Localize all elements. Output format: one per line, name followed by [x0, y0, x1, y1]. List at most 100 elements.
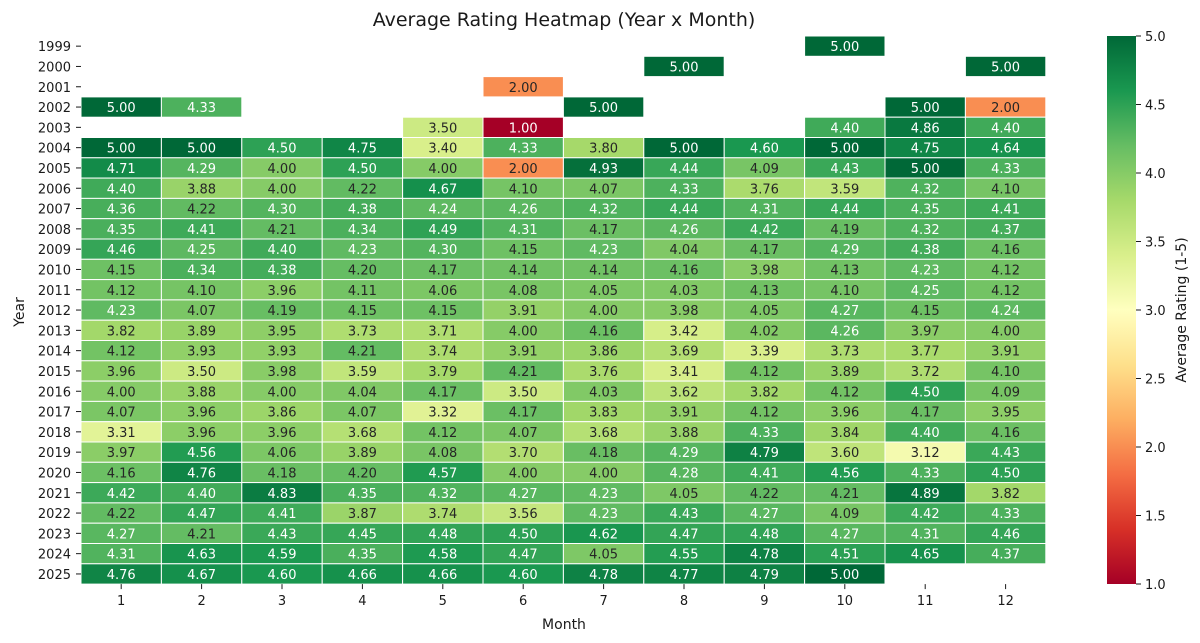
cell-value-label: 4.24 — [428, 203, 457, 218]
colorbar-tick-label: 4.0 — [1145, 167, 1166, 182]
cell-value-label: 4.60 — [509, 568, 538, 583]
colorbar-tick-label: 2.5 — [1145, 373, 1166, 388]
cell-value-label: 4.46 — [107, 243, 136, 258]
cell-value-label: 3.91 — [670, 406, 699, 421]
cell-value-label: 4.21 — [509, 365, 538, 380]
cell-value-label: 4.15 — [911, 304, 940, 319]
cell-value-label: 4.60 — [268, 568, 297, 583]
cell-value-label: 3.87 — [348, 507, 377, 522]
cell-value-label: 4.48 — [428, 527, 457, 542]
cell-value-label: 4.25 — [187, 243, 216, 258]
cell-value-label: 4.63 — [187, 548, 216, 563]
cell-value-label: 4.23 — [107, 304, 136, 319]
cell-value-label: 2.00 — [509, 81, 538, 96]
cell-value-label: 4.21 — [268, 223, 297, 238]
cell-value-label: 4.44 — [670, 162, 699, 177]
y-tick-label: 2011 — [38, 284, 71, 299]
y-tick-label: 2024 — [38, 548, 71, 563]
cell-value-label: 4.29 — [187, 162, 216, 177]
cell-value-label: 3.50 — [187, 365, 216, 380]
x-tick-label: 10 — [837, 594, 854, 609]
colorbar-ticks: 1.0 1.5 2.0 2.5 3.0 3.5 4.0 4.5 5.0 — [1136, 30, 1166, 593]
y-tick-label: 2006 — [38, 182, 71, 197]
cell-value-label: 4.56 — [187, 446, 216, 461]
cell-value-label: 4.37 — [991, 223, 1020, 238]
cell-value-label: 4.40 — [268, 243, 297, 258]
cell-value-label: 4.17 — [750, 243, 779, 258]
cell-value-label: 4.00 — [428, 162, 457, 177]
cell-value-label: 4.31 — [911, 527, 940, 542]
cell-value-label: 4.40 — [911, 426, 940, 441]
cell-value-label: 4.29 — [670, 446, 699, 461]
cell-value-label: 4.16 — [991, 243, 1020, 258]
cell-value-label: 4.43 — [670, 507, 699, 522]
cell-value-label: 4.44 — [670, 203, 699, 218]
cell-value-label: 4.43 — [830, 162, 859, 177]
cell-value-label: 4.59 — [268, 548, 297, 563]
colorbar — [1107, 36, 1136, 584]
cell-value-label: 3.71 — [428, 324, 457, 339]
cell-value-label: 4.32 — [911, 182, 940, 197]
cell-value-label: 4.78 — [750, 548, 779, 563]
cell-value-label: 4.75 — [911, 142, 940, 157]
cell-value-label: 4.00 — [589, 466, 618, 481]
cell-value-label: 3.97 — [107, 446, 136, 461]
x-tick-label: 8 — [680, 594, 688, 609]
cell-value-label: 3.41 — [670, 365, 699, 380]
cell-value-label: 4.93 — [589, 162, 618, 177]
cell-value-label: 4.05 — [589, 548, 618, 563]
cell-value-label: 4.40 — [991, 121, 1020, 136]
y-tick-label: 2019 — [38, 446, 71, 461]
y-tick-label: 2023 — [38, 527, 71, 542]
cell-value-label: 4.23 — [589, 243, 618, 258]
cell-value-label: 4.67 — [187, 568, 216, 583]
cell-value-label: 4.10 — [830, 284, 859, 299]
cell-value-label: 4.35 — [348, 548, 377, 563]
cell-value-label: 4.10 — [187, 284, 216, 299]
cell-value-label: 4.34 — [187, 263, 216, 278]
cell-value-label: 5.00 — [670, 142, 699, 157]
cell-value-label: 4.12 — [428, 426, 457, 441]
cell-value-label: 4.27 — [750, 507, 779, 522]
cell-value-label: 4.15 — [107, 263, 136, 278]
cell-value-label: 3.80 — [589, 142, 618, 157]
cell-value-label: 4.76 — [187, 466, 216, 481]
cell-value-label: 3.69 — [670, 345, 699, 360]
cell-value-label: 3.31 — [107, 426, 136, 441]
cell-value-label: 3.82 — [750, 385, 779, 400]
y-tick-label: 2025 — [38, 568, 71, 583]
cell-value-label: 4.17 — [428, 385, 457, 400]
cell-value-label: 3.62 — [670, 385, 699, 400]
cell-value-label: 4.33 — [991, 507, 1020, 522]
cell-value-label: 4.26 — [830, 324, 859, 339]
cell-value-label: 4.86 — [911, 121, 940, 136]
cell-value-label: 4.89 — [911, 487, 940, 502]
colorbar-tick-label: 3.5 — [1145, 236, 1166, 251]
cell-value-label: 4.62 — [589, 527, 618, 542]
colorbar-tick-label: 1.0 — [1145, 578, 1166, 593]
x-tick-label: 9 — [760, 594, 768, 609]
cell-value-label: 4.42 — [911, 507, 940, 522]
cell-value-label: 3.98 — [268, 365, 297, 380]
cell-value-label: 3.98 — [670, 304, 699, 319]
cell-value-label: 4.17 — [428, 263, 457, 278]
cell-value-label: 4.26 — [509, 203, 538, 218]
cell-value-label: 4.77 — [670, 568, 699, 583]
cell-value-label: 4.27 — [107, 527, 136, 542]
cell-value-label: 4.43 — [268, 527, 297, 542]
cell-value-label: 5.00 — [670, 60, 699, 75]
cell-value-label: 4.05 — [750, 304, 779, 319]
cell-value-label: 3.73 — [348, 324, 377, 339]
cell-value-label: 4.30 — [428, 243, 457, 258]
cell-value-label: 4.03 — [670, 284, 699, 299]
y-tick-label: 2000 — [38, 60, 71, 75]
cell-value-label: 4.35 — [107, 223, 136, 238]
cell-value-label: 3.42 — [670, 324, 699, 339]
colorbar-label: Average Rating (1-5) — [1174, 237, 1190, 382]
cell-value-label: 4.28 — [670, 466, 699, 481]
cell-value-label: 4.06 — [268, 446, 297, 461]
cell-value-label: 3.32 — [428, 406, 457, 421]
cell-value-label: 3.79 — [428, 365, 457, 380]
cell-value-label: 4.00 — [107, 385, 136, 400]
cell-value-label: 4.50 — [348, 162, 377, 177]
